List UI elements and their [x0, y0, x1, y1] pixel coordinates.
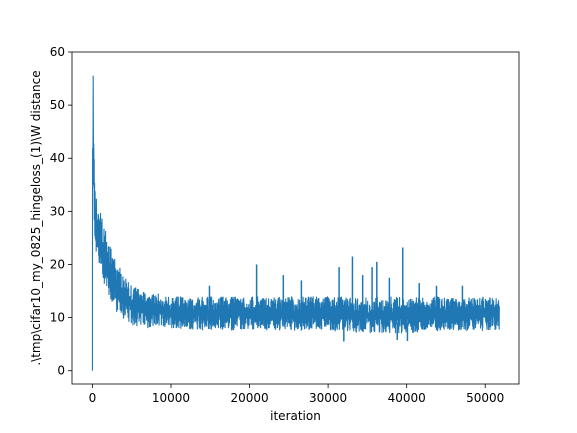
y-tick-label: 20	[50, 257, 65, 271]
series-line	[91, 75, 500, 371]
axes-frame	[71, 51, 520, 385]
y-tick-label: 30	[50, 204, 65, 218]
x-tick-label: 50000	[466, 391, 504, 405]
x-axis-label: iteration	[270, 409, 321, 423]
y-tick-label: 0	[57, 364, 65, 378]
plot-area	[71, 51, 520, 385]
x-tick-label: 40000	[388, 391, 426, 405]
x-axis: 0 10000 20000 30000 40000 50000	[89, 384, 504, 405]
y-tick-label: 10	[50, 311, 65, 325]
y-tick-label: 50	[50, 98, 65, 112]
x-tick-label: 30000	[309, 391, 347, 405]
y-tick-label: 60	[50, 45, 65, 59]
y-tick-label: 40	[50, 151, 65, 165]
x-tick-label: 10000	[152, 391, 190, 405]
y-axis-label: .\tmp\cifar10_my_0825_hingeloss_(1)\W di…	[29, 70, 43, 365]
x-tick-label: 20000	[230, 391, 268, 405]
x-tick-label: 0	[89, 391, 97, 405]
y-axis: 0 10 20 30 40 50 60	[50, 45, 72, 378]
